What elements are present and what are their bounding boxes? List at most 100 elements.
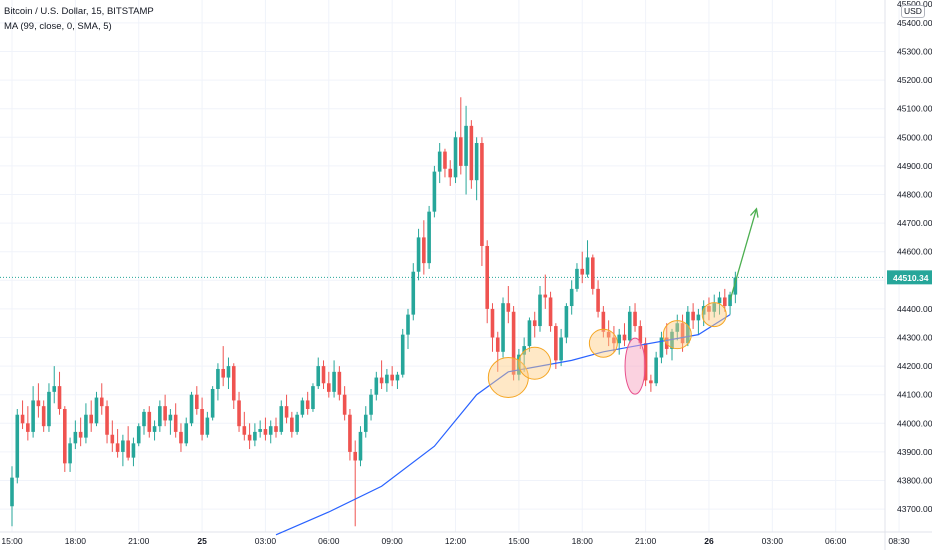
candle (485, 240, 489, 324)
candle (189, 391, 194, 427)
candle (395, 371, 400, 389)
candle-body (142, 411, 146, 427)
candle (290, 411, 294, 438)
candle (210, 386, 215, 421)
candle (670, 328, 674, 361)
candle (327, 371, 331, 398)
candle-body (459, 137, 463, 166)
candle (374, 371, 379, 401)
candle-body (68, 443, 72, 464)
candle-body (242, 426, 247, 435)
candle (57, 371, 62, 415)
candle-body (432, 171, 437, 212)
candle (358, 426, 363, 467)
candle-body (36, 400, 41, 407)
candle-body (606, 331, 611, 338)
candle (105, 400, 109, 444)
candle-body (258, 429, 262, 432)
candle (591, 254, 595, 295)
symbol-title: Bitcoin / U.S. Dollar, 15, BITSTAMP (4, 6, 154, 17)
candle-body (20, 414, 25, 424)
candle (416, 228, 421, 281)
trend-arrow-head (749, 207, 759, 218)
candle (532, 311, 537, 338)
candle (696, 308, 701, 335)
candle (474, 137, 479, 201)
candle-body (522, 346, 526, 355)
price-tick-label: 44000.00 (897, 418, 932, 428)
candle-body (701, 306, 706, 315)
price-tick-label-top: 45500.00 (897, 0, 932, 9)
price-tick-label: 43900.00 (897, 447, 932, 457)
candle-body (237, 400, 241, 427)
time-tick-label: 03:00 (762, 536, 784, 546)
candle-body (654, 357, 658, 384)
candle (295, 411, 299, 435)
price-tick-label: 45400.00 (897, 18, 932, 28)
candle-body (453, 137, 458, 178)
candle-body (437, 151, 442, 172)
candle-body (26, 423, 30, 432)
candle-body (363, 414, 368, 432)
candle-body (205, 417, 210, 435)
currency-badge[interactable]: USD (901, 5, 925, 18)
candle (31, 386, 35, 438)
candle (548, 291, 553, 332)
candle (321, 360, 326, 389)
candle (231, 363, 236, 410)
candle (511, 306, 516, 381)
candle-body (474, 143, 479, 181)
time-tick-label: 12:00 (445, 536, 467, 546)
candle (733, 271, 738, 304)
candle (200, 397, 204, 441)
candle-body (47, 391, 51, 427)
candle-body (152, 426, 157, 432)
candle (99, 383, 104, 415)
candle (649, 374, 653, 392)
candle-body (427, 211, 431, 264)
candle-body (591, 257, 595, 289)
candle (585, 240, 590, 278)
time-tick-label: 15:00 (508, 536, 530, 546)
candle-body (358, 431, 363, 461)
candle-body (580, 268, 585, 275)
trend-arrow-line (729, 208, 758, 301)
candle-body (395, 374, 400, 381)
candle (448, 160, 453, 186)
price-tick-label: 43700.00 (897, 504, 932, 514)
candle-body (480, 143, 484, 246)
candle (20, 400, 25, 430)
candle-body (115, 443, 120, 452)
candle (707, 297, 711, 321)
candle-body (10, 477, 14, 507)
candle-body (622, 334, 627, 341)
candle (400, 328, 405, 378)
candle (26, 406, 30, 441)
support-circle (518, 346, 552, 380)
candle (63, 406, 67, 472)
candle-body (564, 306, 569, 338)
candle-body (374, 377, 379, 395)
candle-body (717, 297, 722, 304)
candle (311, 383, 315, 412)
candle (10, 466, 14, 527)
candle (569, 280, 574, 315)
candle-body (596, 288, 600, 312)
candle (627, 306, 632, 344)
price-tick-label: 45000.00 (897, 132, 932, 142)
candle (221, 346, 225, 387)
candle (379, 360, 384, 389)
candle (422, 220, 426, 275)
candle-body (200, 409, 204, 435)
candle-body (131, 443, 136, 458)
candle (263, 417, 268, 441)
candle-body (216, 368, 220, 389)
candle-body (337, 371, 342, 395)
candle (453, 131, 458, 184)
candle (84, 403, 88, 444)
candle-body (527, 320, 532, 347)
price-tick-label: 44400.00 (897, 304, 932, 314)
wick-ellipse (624, 337, 646, 395)
